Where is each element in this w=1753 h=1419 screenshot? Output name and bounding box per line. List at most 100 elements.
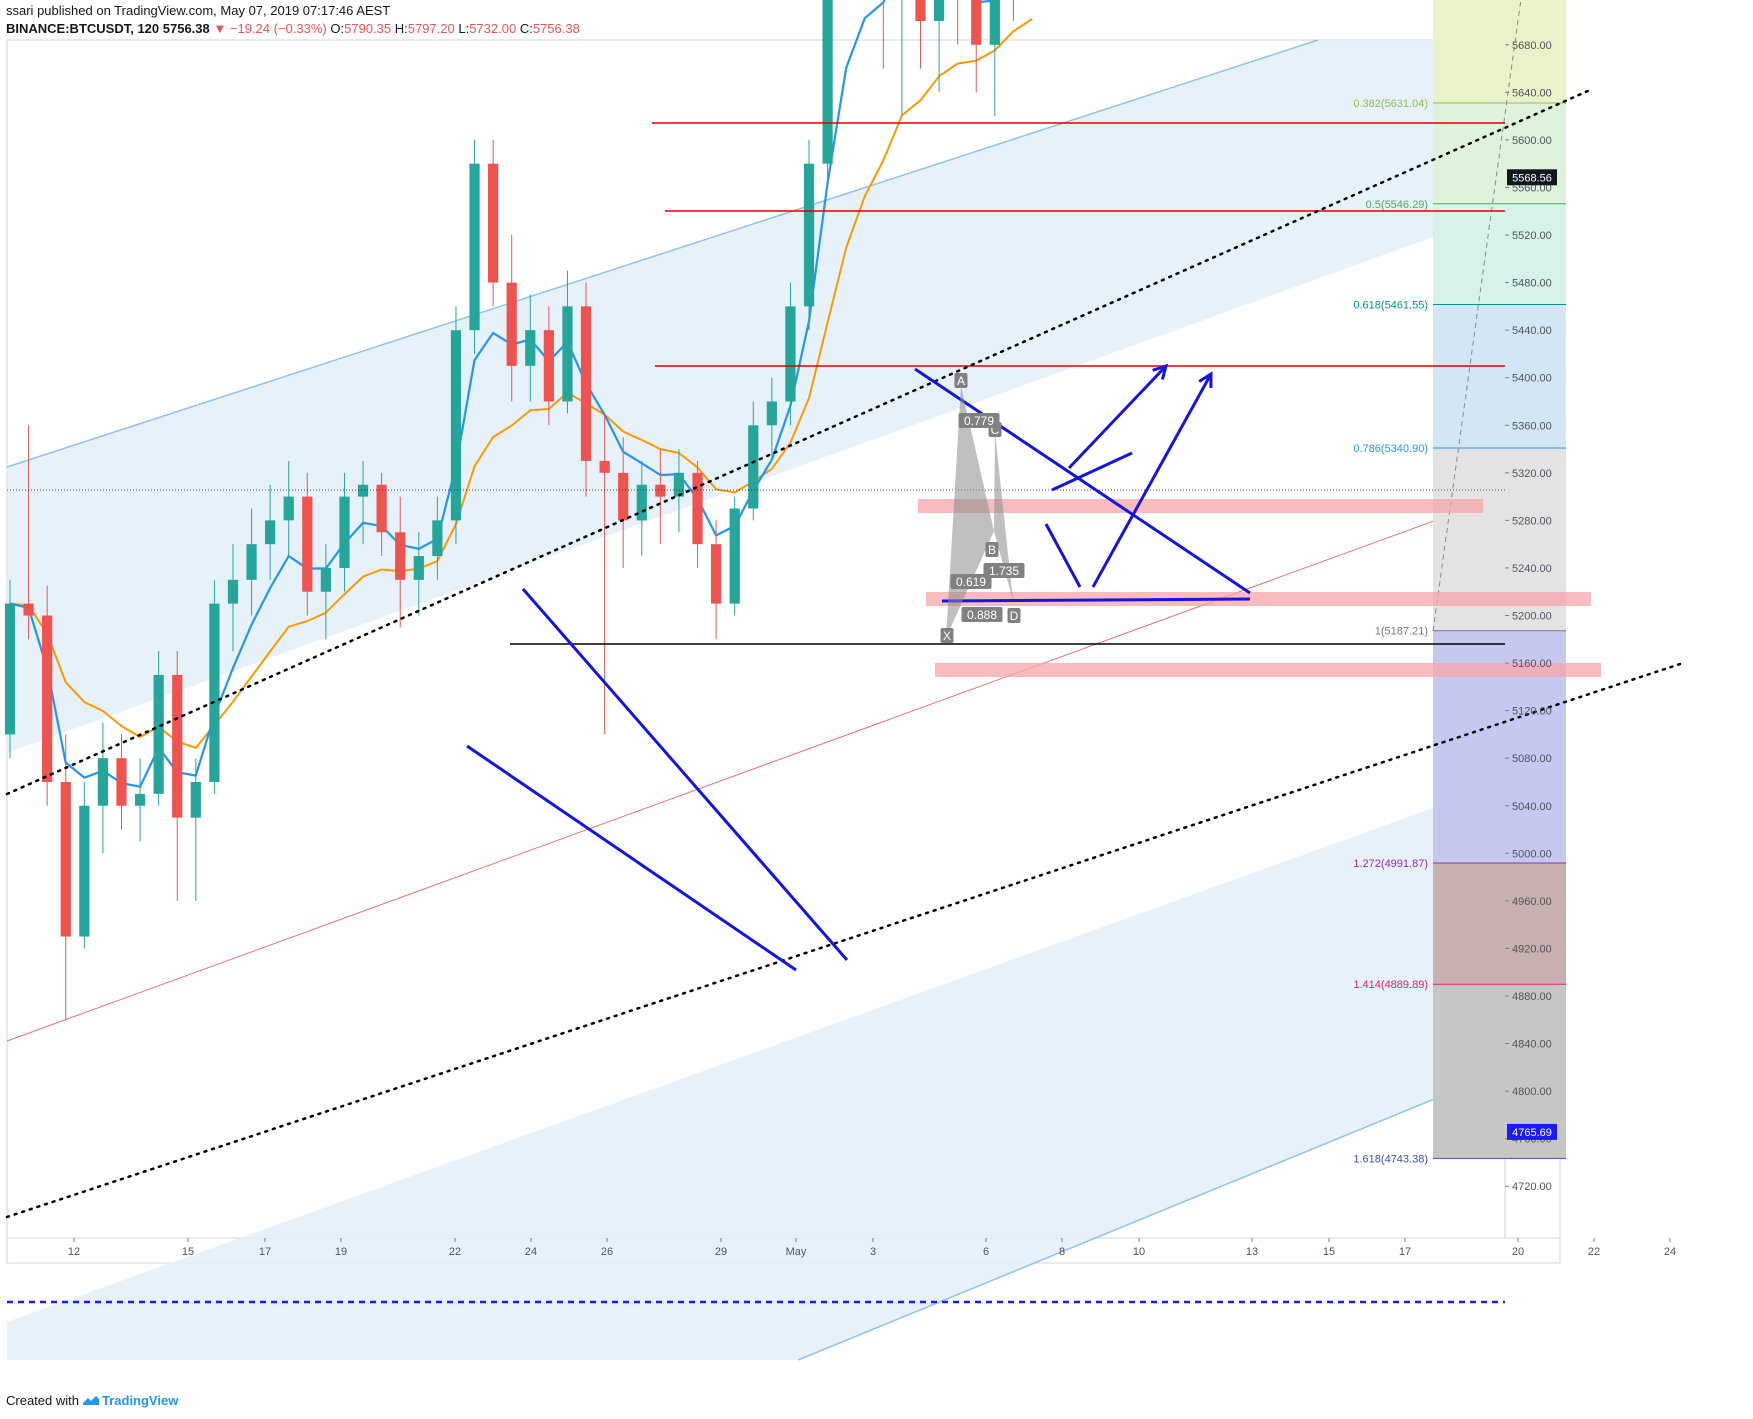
harmonic-point-d-bg xyxy=(1007,608,1021,623)
last-price: 5756.38 xyxy=(162,21,210,36)
x-tick-label: 8 xyxy=(1059,1246,1065,1258)
y-tick-label: 5520.00 xyxy=(1512,230,1552,242)
candle-body xyxy=(339,496,350,568)
candle-body xyxy=(97,758,109,806)
harmonic-point-a: A xyxy=(957,374,965,388)
open-label: O: xyxy=(330,21,345,36)
support-zones xyxy=(918,499,1601,677)
tradingview-logo-icon xyxy=(82,1396,99,1405)
price-tag-bg xyxy=(1507,169,1557,186)
candle-body xyxy=(23,603,34,616)
zone-0382 xyxy=(926,592,1591,606)
fib-band xyxy=(1433,203,1566,305)
symbol-legend: BINANCE:BTCUSDT, 120 5756.38 ▼ −19.24 (−… xyxy=(6,21,580,36)
publish-info: ssari published on TradingView.com, May … xyxy=(6,3,390,18)
y-tick-label: 5240.00 xyxy=(1512,563,1552,575)
fib-level-label: 0.618(5461.55) xyxy=(1353,300,1428,312)
price-tags: 6204.056096.675907.555756.385568.564765.… xyxy=(1507,169,1557,1140)
candle-body xyxy=(636,484,647,521)
candle-body xyxy=(803,163,815,307)
harmonic-ratio-xad-bg xyxy=(961,607,1003,622)
close-value: 5756.38 xyxy=(532,21,580,36)
harmonic-bcd xyxy=(994,432,1013,601)
y-tick-label: 5040.00 xyxy=(1512,801,1552,813)
price-tag-label: 5568.56 xyxy=(1512,172,1552,184)
fib-level-label: 1.272(4991.87) xyxy=(1353,858,1428,870)
candle-body xyxy=(655,484,666,497)
x-tick-label: 24 xyxy=(525,1246,537,1258)
trend-line xyxy=(1044,523,1082,588)
candle-body xyxy=(822,0,833,164)
harmonic-point-x-bg xyxy=(940,628,954,643)
x-tick-label: 15 xyxy=(182,1246,194,1258)
fib-level-label: 1.618(4743.38) xyxy=(1353,1153,1428,1165)
y-tick-label: 5200.00 xyxy=(1512,611,1552,623)
harmonic-ratio-xab: 0.779 xyxy=(964,414,994,428)
x-tick-label: 3 xyxy=(870,1246,876,1258)
harmonic-point-d: D xyxy=(1010,609,1019,623)
high-value: 5797.20 xyxy=(407,21,455,36)
price-tag-label: 4765.69 xyxy=(1512,1127,1552,1139)
x-tick-label: 12 xyxy=(68,1246,80,1258)
dotted-trendline-lower xyxy=(5,661,1685,1219)
fib-trend-dashed xyxy=(1432,0,1522,632)
candle-body xyxy=(729,508,740,604)
projection-arrow xyxy=(1091,373,1213,588)
harmonic-point-b: B xyxy=(988,543,996,557)
created-with-text: Created with xyxy=(6,1393,79,1408)
down-arrow-icon: ▼ xyxy=(213,21,227,36)
tradingview-brand[interactable]: TradingView xyxy=(101,1393,179,1408)
candle-body xyxy=(692,472,703,545)
open-value: 5790.35 xyxy=(344,21,392,36)
candle-body xyxy=(618,472,629,521)
harmonic-ratio-abc-bg xyxy=(950,574,992,589)
publish-text: published on TradingView.com, May 07, 20… xyxy=(37,3,391,18)
fib-band xyxy=(1433,862,1566,985)
y-tick-label: 5600.00 xyxy=(1512,135,1552,147)
price-change: −19.24 (−0.33%) xyxy=(229,21,327,36)
drawings xyxy=(5,88,1685,1304)
y-tick-label: 4960.00 xyxy=(1512,896,1552,908)
candle-body xyxy=(79,805,90,937)
harmonic-ratio-abc: 0.619 xyxy=(956,575,986,589)
x-tick-label: 22 xyxy=(449,1246,461,1258)
price-axis[interactable]: 5680.00 5640.00 5600.00 5560.00 5520.00 5480.… xyxy=(1505,40,1552,1193)
dotted-trendline-upper xyxy=(5,88,1592,796)
candle-body xyxy=(190,781,201,818)
candle-body xyxy=(413,556,424,580)
candle-body xyxy=(60,781,71,937)
candle-body xyxy=(432,520,443,557)
candle-body xyxy=(469,163,480,331)
projection-arrow xyxy=(1067,364,1168,470)
candle-body xyxy=(748,425,759,509)
y-tick-label: 4720.00 xyxy=(1512,1181,1552,1193)
candles xyxy=(4,0,1014,1020)
projection-arrowhead xyxy=(1198,371,1213,389)
candle-body xyxy=(302,496,313,592)
time-axis[interactable]: 12 15 17 19 22 24 26 29 May 3 6 8 10 13 15 17 20 22 24 xyxy=(68,1238,1676,1258)
x-tick-label: 6 xyxy=(983,1246,989,1258)
trend-line xyxy=(466,744,797,972)
trend-line xyxy=(521,588,849,961)
channel-lower-line xyxy=(797,1069,1506,1361)
channel-upper-band xyxy=(7,40,1505,753)
candle-body xyxy=(153,674,164,794)
candle-body xyxy=(265,520,276,545)
candle-body xyxy=(562,306,573,402)
y-tick-label: 5560.00 xyxy=(1512,182,1552,194)
y-tick-label: 5080.00 xyxy=(1512,753,1552,765)
y-tick-label: 4880.00 xyxy=(1512,991,1552,1003)
x-tick-label: 24 xyxy=(1664,1246,1676,1258)
fib-band xyxy=(1433,103,1566,204)
x-tick-label: May xyxy=(786,1246,807,1258)
x-tick-label: 20 xyxy=(1512,1246,1524,1258)
candle-body xyxy=(172,674,183,818)
channel-upper-line xyxy=(6,39,1319,468)
candle-body xyxy=(450,330,462,521)
candle-body xyxy=(525,330,536,366)
candle-body xyxy=(209,603,220,782)
username[interactable]: ssari xyxy=(6,3,34,18)
fib-level-label: 0.786(5340.90) xyxy=(1353,443,1428,455)
